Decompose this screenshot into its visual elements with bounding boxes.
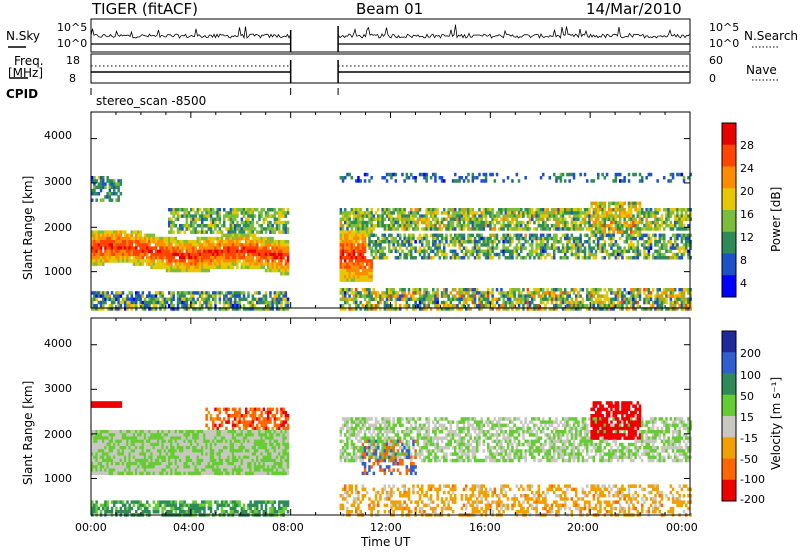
- freq-panel-frame: [90, 53, 691, 84]
- cpid-value: stereo_scan -8500: [96, 94, 207, 108]
- velocity-cb-tick-15: 15: [740, 411, 754, 424]
- xtick-0800: 08:00: [272, 521, 304, 534]
- velocity-colorbar-cell: [722, 458, 736, 481]
- xtick-0400: 04:00: [173, 521, 205, 534]
- nave-label: Nave: [746, 63, 777, 77]
- power-ytick-4000: 4000: [44, 129, 72, 142]
- power-cb-tick-20: 20: [740, 185, 754, 198]
- velocity-ytick-4000: 4000: [44, 337, 72, 350]
- power-cb-tick-16: 16: [740, 208, 754, 221]
- xtick-2400: 00:00: [666, 521, 698, 534]
- velocity-cb-tick-m15: -15: [740, 432, 758, 445]
- power-cb-tick-24: 24: [740, 162, 754, 175]
- power-cb-tick-28: 28: [740, 139, 754, 152]
- station-title: TIGER (fitACF): [92, 0, 199, 18]
- freq-label-2: [MHz]: [8, 66, 44, 80]
- velocity-cb-tick-200: 200: [740, 347, 761, 360]
- nsky-panel-frame: [90, 18, 691, 53]
- nsky-tick-bottom: 10^0: [57, 37, 88, 50]
- nsearch-tick-bottom: 10^0: [709, 37, 740, 50]
- nsky-trace: [90, 24, 690, 40]
- nsky-tick-top: 10^5: [57, 21, 88, 34]
- date-title: 14/Mar/2010: [586, 0, 682, 18]
- velocity-colorbar-cell: [722, 352, 736, 374]
- xtick-1200: 12:00: [370, 521, 402, 534]
- xaxis-label: Time UT: [361, 535, 411, 549]
- velocity-colorbar-cell: [722, 373, 736, 396]
- power-cb-tick-12: 12: [740, 231, 754, 244]
- power-colorbar-cell: [722, 123, 736, 146]
- freq-tick-top: 18: [66, 54, 80, 67]
- xtick-2000: 20:00: [567, 521, 599, 534]
- velocity-cb-tick-100: 100: [740, 369, 761, 382]
- power-colorbar-cell: [722, 166, 736, 189]
- power-colorbar-cell: [722, 231, 736, 254]
- velocity-ytick-2000: 2000: [44, 428, 72, 441]
- power-colorbar-frame: [721, 122, 737, 298]
- nsearch-label: N.Search: [744, 29, 799, 43]
- velocity-heatmap: [91, 401, 692, 517]
- nave-tick-top: 60: [709, 54, 723, 67]
- power-colorbar-cell: [722, 188, 736, 211]
- power-ytick-3000: 3000: [44, 175, 72, 188]
- velocity-cb-tick-m200: -200: [740, 493, 765, 506]
- freq-label-1: Freq.: [14, 54, 44, 68]
- xtick-1600: 16:00: [469, 521, 501, 534]
- velocity-cb-tick-m50: -50: [740, 453, 758, 466]
- power-colorbar-cell: [722, 275, 736, 298]
- velocity-cb-tick-50: 50: [740, 390, 754, 403]
- velocity-colorbar-cell: [722, 437, 736, 459]
- cpid-label: CPID: [6, 87, 39, 101]
- power-colorbar-cell: [722, 253, 736, 276]
- power-colorbar-cell: [722, 210, 736, 233]
- velocity-cb-tick-m100: -100: [740, 473, 765, 486]
- velocity-ytick-1000: 1000: [44, 472, 72, 485]
- power-colorbar-cell: [722, 144, 736, 167]
- velocity-colorbar-cell: [722, 331, 736, 353]
- nsky-label: N.Sky: [6, 29, 41, 43]
- nsearch-tick-top: 10^5: [709, 21, 740, 34]
- beam-title: Beam 01: [356, 0, 424, 18]
- power-heatmap: [91, 172, 692, 311]
- nave-tick-bottom: 0: [709, 72, 716, 85]
- power-ytick-2000: 2000: [44, 221, 72, 234]
- velocity-colorbar-cell: [722, 394, 736, 417]
- velocity-colorbar-frame: [721, 330, 737, 502]
- power-ytick-1000: 1000: [44, 265, 72, 278]
- power-cb-tick-8: 8: [740, 254, 747, 267]
- velocity-colorbar-cell: [722, 416, 736, 438]
- xtick-0000: 00:00: [75, 521, 107, 534]
- power-cb-tick-4: 4: [740, 277, 747, 290]
- freq-tick-bottom: 8: [69, 72, 76, 85]
- velocity-ytick-3000: 3000: [44, 382, 72, 395]
- velocity-colorbar-cell: [722, 479, 736, 502]
